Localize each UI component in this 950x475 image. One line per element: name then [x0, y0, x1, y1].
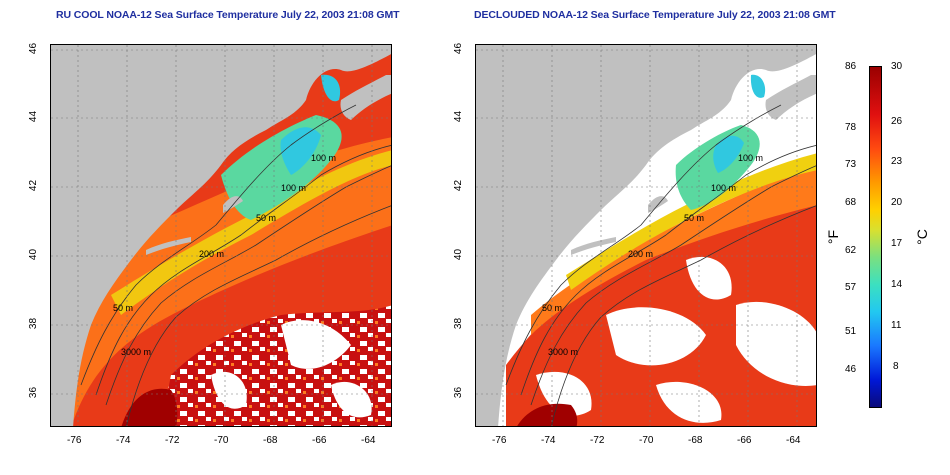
- land-mass: [476, 45, 816, 426]
- ocean-yellow-band: [566, 153, 816, 290]
- long-island: [571, 237, 616, 255]
- left-lon-tick-66: -66: [312, 435, 327, 446]
- left-lat-tick-44: 44: [28, 110, 40, 123]
- ocean-orange-band: [51, 137, 391, 426]
- right-lat-tick-38: 38: [453, 317, 465, 330]
- colorbar-c-26: 26: [891, 116, 903, 127]
- unit-celsius: °C: [913, 229, 930, 245]
- left-map-title: RU COOL NOAA-12 Sea Surface Temperature …: [56, 9, 400, 21]
- left-lat-tick-38: 38: [28, 317, 40, 330]
- colorbar-c-11: 11: [891, 320, 902, 331]
- right-lon-tick-72: -72: [590, 435, 605, 446]
- right-lon-tick-66: -66: [737, 435, 752, 446]
- right-lon-tick-74: -74: [541, 435, 556, 446]
- right-map-title: DECLOUDED NOAA-12 Sea Surface Temperatur…: [474, 9, 836, 21]
- contour-50m: [505, 104, 782, 386]
- contour-label-3000m: 3000 m: [548, 347, 579, 357]
- contour-3000m: [551, 205, 816, 426]
- colorbar-c-8: 8: [893, 361, 899, 372]
- right-lat-tick-40: 40: [453, 248, 465, 261]
- colorbar-f-68: 68: [845, 197, 857, 208]
- contour-label-50m-south: 50 m: [542, 303, 563, 313]
- right-lon-tick-76: -76: [492, 435, 507, 446]
- cloud-white-patch-2: [211, 371, 247, 409]
- dark-red-warm-core: [517, 403, 578, 426]
- right-lat-tick-42: 42: [453, 179, 465, 192]
- contour-200m: [105, 165, 391, 406]
- contour-label-100m-a: 100 m: [311, 153, 337, 163]
- right-lat-tick-36: 36: [453, 386, 465, 399]
- right-lon-tick-68: -68: [688, 435, 703, 446]
- declouded-gap-5: [656, 381, 722, 423]
- colorbar-f-62: 62: [845, 245, 857, 256]
- left-lon-tick-68: -68: [263, 435, 278, 446]
- colorbar-f-46: 46: [845, 364, 857, 375]
- gulf-maine-cyan: [713, 135, 744, 173]
- declouded-gap-1: [686, 256, 732, 300]
- colorbar-f-57: 57: [845, 282, 857, 293]
- colorbar-c-17: 17: [891, 238, 903, 249]
- right-lat-tick-46: 46: [453, 42, 465, 55]
- left-lon-tick-70: -70: [214, 435, 229, 446]
- left-map-graphics: [51, 45, 391, 426]
- bay-of-fundy-cyan: [321, 74, 341, 102]
- contour-label-200m: 200 m: [628, 249, 654, 259]
- colorbar-f-78: 78: [845, 122, 857, 133]
- contour-label-200m: 200 m: [199, 249, 225, 259]
- colorbar-c-23: 23: [891, 156, 903, 167]
- left-lat-tick-42: 42: [28, 179, 40, 192]
- colorbar-c-20: 20: [891, 197, 903, 208]
- left-lon-tick-72: -72: [165, 435, 180, 446]
- cloud-white-patch-1: [281, 320, 351, 369]
- lat-lon-grid: [51, 45, 391, 426]
- colorbar-f-51: 51: [845, 326, 857, 337]
- nova-scotia: [765, 75, 816, 120]
- left-lat-tick-36: 36: [28, 386, 40, 399]
- left-lat-tick-40: 40: [28, 248, 40, 261]
- ocean-yellow-band: [111, 150, 391, 315]
- lat-lon-grid: [476, 45, 816, 426]
- right-lon-tick-64: -64: [786, 435, 801, 446]
- contour-label-50m: 50 m: [256, 213, 277, 223]
- nova-scotia: [340, 75, 391, 120]
- land-mass: [51, 45, 391, 426]
- cloud-white-patch-3: [331, 381, 372, 418]
- temperature-colorbar: [869, 66, 882, 408]
- unit-fahrenheit: °F: [825, 229, 842, 245]
- left-lon-tick-76: -76: [67, 435, 82, 446]
- left-lat-tick-46: 46: [28, 42, 40, 55]
- left-lon-tick-64: -64: [361, 435, 376, 446]
- colorbar-c-30: 30: [891, 61, 903, 72]
- contour-label-50m-south: 50 m: [113, 303, 134, 313]
- left-lon-tick-74: -74: [116, 435, 131, 446]
- colorbar-f-86: 86: [845, 61, 857, 72]
- contour-200m: [530, 165, 816, 406]
- left-sst-map: 100 m 100 m 50 m 200 m 50 m 3000 m: [50, 44, 392, 427]
- gulf-maine-cyan: [280, 127, 321, 175]
- declouded-gap-2: [606, 307, 706, 366]
- contour-label-50m: 50 m: [684, 213, 705, 223]
- colorbar-c-14: 14: [891, 279, 903, 290]
- contour-3000m: [126, 205, 391, 426]
- contour-50m: [80, 104, 357, 386]
- contour-label-100m-b: 100 m: [711, 183, 737, 193]
- contour-label-100m-b: 100 m: [281, 183, 307, 193]
- right-lat-tick-44: 44: [453, 110, 465, 123]
- declouded-gap-3: [736, 301, 816, 386]
- bay-of-fundy-cyan: [750, 74, 766, 98]
- contour-label-100m-a: 100 m: [738, 153, 764, 163]
- right-map-graphics: [476, 45, 816, 426]
- right-lon-tick-70: -70: [639, 435, 654, 446]
- right-sst-map: 100 m 100 m 50 m 200 m 50 m 3000 m: [475, 44, 817, 427]
- contour-label-3000m: 3000 m: [121, 347, 152, 357]
- colorbar-f-73: 73: [845, 159, 857, 170]
- ocean-orange-band: [531, 165, 816, 335]
- long-island: [146, 237, 191, 255]
- contour-100m: [95, 145, 391, 396]
- dark-red-warm-core: [121, 388, 178, 426]
- declouded-gap-4: [536, 371, 592, 416]
- contour-100m: [520, 145, 816, 396]
